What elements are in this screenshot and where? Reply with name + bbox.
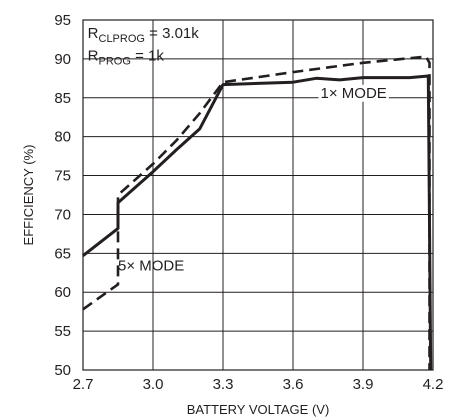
y-axis-title: EFFICIENCY (%): [21, 145, 36, 246]
grid-layer: [83, 20, 433, 370]
x-tick-label: 4.2: [423, 376, 444, 393]
annotation-layer: RCLPROG = 3.01k RPROG = 1k 1× MODE 5× MO…: [88, 25, 389, 274]
tick-labels: 50 55 60 65 70 75 80 85 90 95 2.7 3.0 3.3 3.6 3.9 4.2: [54, 12, 443, 393]
x-tick-label: 3.0: [143, 376, 164, 393]
x-tick-label: 3.9: [353, 376, 374, 393]
y-tick-label: 90: [54, 51, 71, 68]
x-tick-label: 3.6: [283, 376, 304, 393]
x-tick-label: 2.7: [73, 376, 94, 393]
y-tick-label: 70: [54, 206, 71, 223]
series-line-solid: [82, 74, 433, 371]
y-tick-label: 60: [54, 284, 71, 301]
rprog-annotation: RPROG = 1k: [88, 47, 165, 67]
y-tick-label: 80: [54, 129, 71, 146]
y-tick-label: 95: [54, 12, 71, 29]
y-tick-label: 85: [54, 90, 71, 107]
series-line-dashed: [82, 55, 431, 370]
series-layer: [82, 55, 433, 371]
mode-1x-label-background: [318, 84, 389, 102]
y-tick-label: 50: [54, 362, 71, 379]
mode-5x-label: 5× MODE: [118, 257, 184, 274]
y-tick-label: 65: [54, 245, 71, 262]
plot-frame: [82, 19, 434, 371]
y-tick-label: 55: [54, 323, 71, 340]
x-tick-label: 3.3: [213, 376, 234, 393]
rclprog-annotation: RCLPROG = 3.01k: [88, 25, 200, 45]
mode-1x-label: 1× MODE: [321, 85, 387, 102]
x-axis-title: BATTERY VOLTAGE (V): [187, 402, 330, 417]
y-tick-label: 75: [54, 168, 71, 185]
